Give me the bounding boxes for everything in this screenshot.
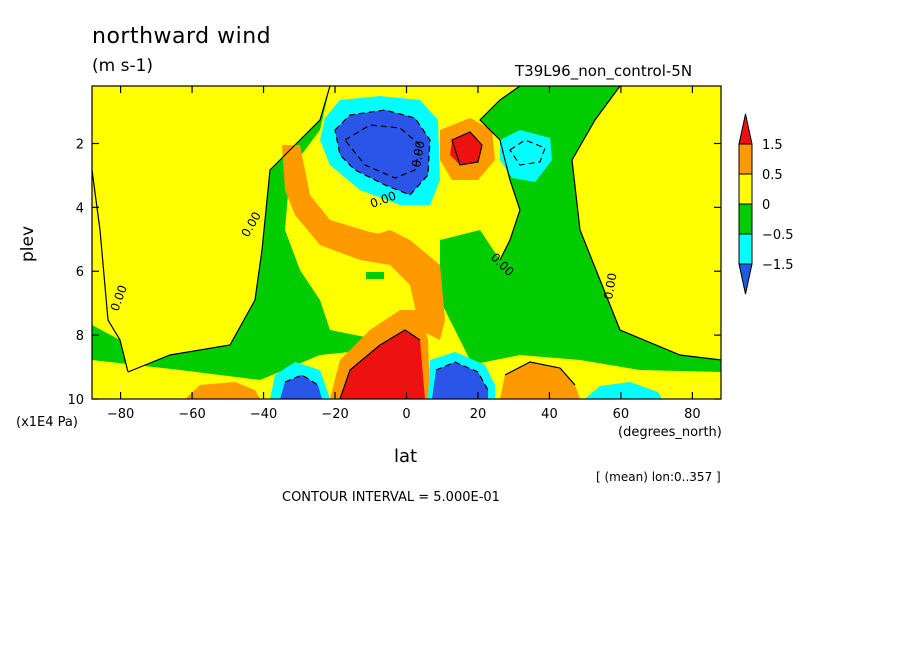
- y-axis-units: (x1E4 Pa): [16, 415, 78, 430]
- chart-units: (m s-1): [92, 56, 154, 76]
- x-tick-label: 20: [470, 407, 487, 422]
- region-red-south: [340, 330, 425, 399]
- dataset-label: T39L96_non_control-5N: [515, 62, 693, 80]
- colorbar-arrow-bottom: [738, 263, 753, 295]
- contour-lines: [91, 85, 722, 400]
- y-tick-label: 8: [76, 329, 84, 344]
- x-tick-label: −60: [178, 407, 205, 422]
- region-orange-band: [282, 145, 445, 340]
- x-tick-label: 80: [684, 407, 701, 422]
- chart-title: northward wind: [92, 24, 272, 49]
- x-axis: −80 −60 −40 −20 0 20 40 60 80: [107, 86, 701, 422]
- region-green-blob: [366, 272, 384, 279]
- y-axis: 2 4 6 8 10: [67, 137, 721, 408]
- y-axis-title: plev: [18, 225, 38, 262]
- region-orange-se: [500, 362, 580, 399]
- region-yellow-east: [572, 86, 721, 360]
- colorbar-label: 0: [762, 198, 770, 213]
- x-tick-label: 60: [613, 407, 630, 422]
- region-cyan-ne: [500, 130, 552, 182]
- contour-label: 0.00: [409, 140, 427, 169]
- region-cyan-s3: [585, 382, 662, 399]
- region-red-north: [450, 132, 482, 165]
- y-tick-label: 10: [67, 393, 84, 408]
- y-tick-label: 6: [76, 265, 84, 280]
- region-orange-oval: [365, 230, 410, 250]
- x-tick-label: −80: [107, 407, 134, 422]
- x-axis-units: (degrees_north): [618, 425, 722, 440]
- contour-lines-negative: [284, 109, 546, 391]
- colorbar-label: −1.5: [762, 258, 794, 273]
- colorbar-band: [738, 173, 753, 205]
- region-blue-s2: [432, 362, 488, 399]
- contour-label: 0.00: [601, 272, 619, 301]
- plot-area: [91, 85, 722, 400]
- colorbar-label: 0.5: [762, 168, 783, 183]
- colorbar-band: [738, 203, 753, 235]
- colorbar-label: 1.5: [762, 138, 783, 153]
- x-tick-label: −20: [321, 407, 348, 422]
- x-tick-label: 0: [402, 407, 410, 422]
- x-tick-label: 40: [541, 407, 558, 422]
- x-axis-title: lat: [394, 446, 418, 467]
- colorbar-label: −0.5: [762, 228, 794, 243]
- colorbar-band: [738, 233, 753, 265]
- colorbar-arrow-top: [738, 113, 753, 145]
- x-tick-label: −40: [250, 407, 277, 422]
- contour-interval-note: CONTOUR INTERVAL = 5.000E-01: [282, 490, 500, 505]
- y-tick-label: 2: [76, 137, 84, 152]
- region-orange-sw: [185, 382, 260, 399]
- y-tick-label: 4: [76, 201, 84, 216]
- averaging-note: [ (mean) lon:0..357 ]: [596, 470, 721, 484]
- region-yellow-west: [92, 86, 330, 372]
- colorbar: 1.5 0.5 0 −0.5 −1.5: [738, 113, 794, 295]
- region-blue-s1: [280, 375, 322, 399]
- colorbar-band: [738, 143, 753, 175]
